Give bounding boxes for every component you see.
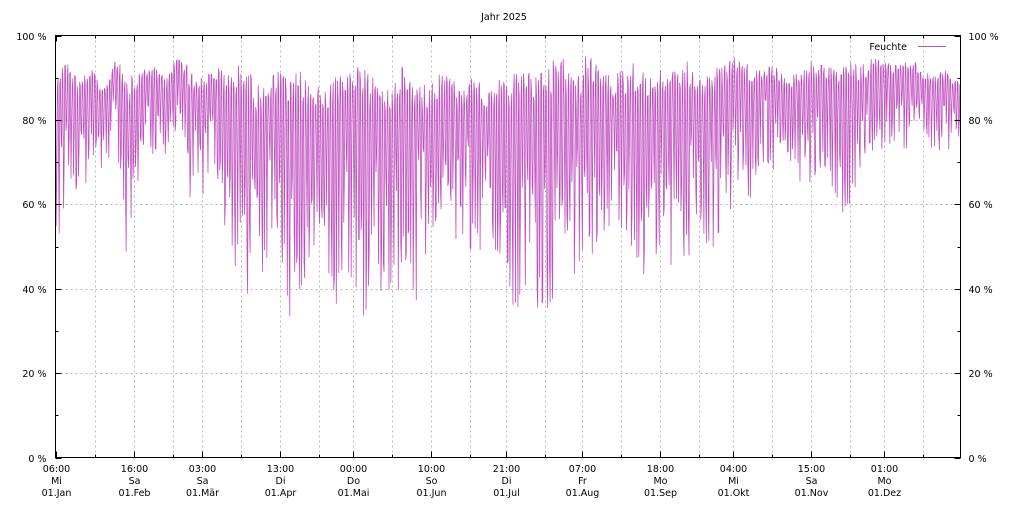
x-tick-date: 01.Okt [718,488,750,499]
x-tick-date: 01.Jul [493,488,520,499]
x-tick-time: 01:00 [871,464,898,475]
y2-tick-label: 100 % [969,32,999,43]
x-tick-weekday: Sa [197,476,209,487]
x-tick-weekday: Do [347,476,360,487]
x-tick-time: 15:00 [798,464,825,475]
x-tick-weekday: Sa [806,476,818,487]
x-tick-date: 01.Feb [119,488,151,499]
y-tick-label: 80 % [22,116,46,127]
x-tick-time: 04:00 [720,464,747,475]
x-tick-date: 01.Dez [868,488,901,499]
x-tick-date: 01.Mai [338,488,370,499]
x-tick-weekday: Di [276,476,286,487]
x-tick-date: 01.Apr [265,488,297,499]
x-tick-weekday: Mi [51,476,62,487]
series-line-feuchte [55,56,961,317]
x-tick-weekday: Mo [653,476,667,487]
axis-layer: 0 % 0 % 20 % 20 % 40 % 40 % 60 % 60 % 80 % 80 % 10… [16,32,998,499]
x-tick-weekday: Di [502,476,512,487]
x-tick-weekday: Mo [877,476,891,487]
series-layer [55,56,961,317]
legend: Feuchte [869,42,946,53]
x-tick-date: 01.Aug [566,488,600,499]
plot-frame [55,35,961,458]
x-tick-weekday: Fr [578,476,587,487]
x-tick-weekday: Mi [728,476,739,487]
x-tick-weekday: Sa [129,476,141,487]
x-tick-date: 01.Jan [42,488,72,499]
y2-tick-label: 80 % [969,116,993,127]
legend-label: Feuchte [869,42,907,53]
x-tick-time: 21:00 [493,464,520,475]
x-tick-time: 10:00 [418,464,445,475]
y2-tick-label: 60 % [969,200,993,211]
x-tick-date: 01.Mär [186,488,219,499]
x-tick-date: 01.Sep [644,488,677,499]
y-tick-label: 100 % [16,32,46,43]
y-tick-label: 20 % [22,369,46,380]
y2-tick-label: 0 % [969,454,987,465]
y-tick-label: 0 % [28,454,46,465]
y-tick-label: 60 % [22,200,46,211]
x-tick-date: 01.Nov [795,488,829,499]
x-tick-time: 06:00 [43,464,70,475]
x-tick-date: 01.Jun [417,488,447,499]
x-tick-time: 00:00 [340,464,367,475]
y-tick-label: 40 % [22,285,46,296]
x-tick-time: 03:00 [189,464,216,475]
x-tick-weekday: So [426,476,438,487]
y2-tick-label: 20 % [969,369,993,380]
x-tick-time: 18:00 [647,464,674,475]
x-tick-time: 16:00 [121,464,148,475]
x-tick-time: 07:00 [569,464,596,475]
y2-tick-label: 40 % [969,285,993,296]
chart-title: Jahr 2025 [480,12,527,23]
x-tick-time: 13:00 [267,464,294,475]
